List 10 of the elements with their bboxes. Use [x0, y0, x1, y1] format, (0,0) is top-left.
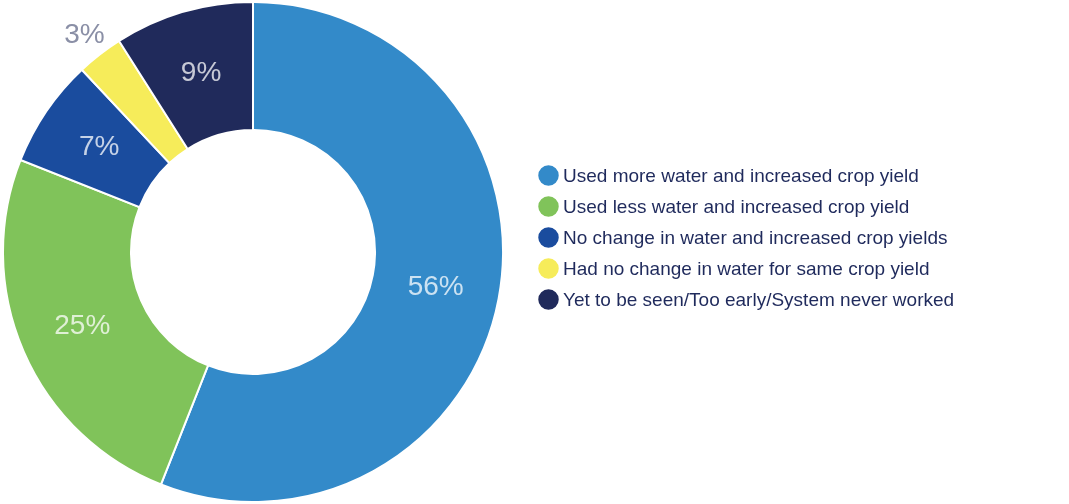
legend-label: No change in water and increased crop yields	[563, 226, 948, 248]
data-label: 9%	[180, 56, 222, 88]
data-label: 7%	[78, 130, 120, 162]
legend-label: Used more water and increased crop yield	[563, 164, 919, 186]
data-label: 25%	[54, 308, 111, 340]
legend-label: Yet to be seen/Too early/System never worked	[563, 288, 955, 310]
legend-label: Had no change in water for same crop yield	[563, 257, 930, 279]
data-label: 56%	[407, 269, 464, 301]
data-label: 3%	[64, 17, 105, 49]
legend-label: Used less water and increased crop yield	[563, 195, 910, 217]
